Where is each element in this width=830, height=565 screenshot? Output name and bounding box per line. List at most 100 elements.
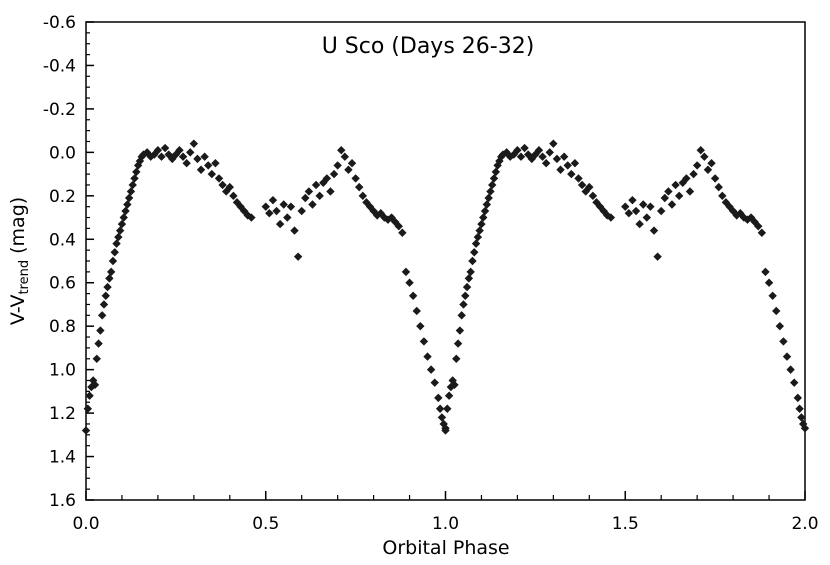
data-point (443, 404, 452, 413)
data-point (435, 404, 445, 413)
data-point (479, 213, 488, 222)
data-point (193, 154, 202, 164)
data-point (261, 202, 270, 211)
data-point (130, 174, 139, 183)
data-point (115, 226, 125, 235)
y-axis-title-subscript: trend (17, 260, 32, 295)
data-point (685, 187, 695, 196)
data-point (304, 187, 314, 196)
data-point (132, 167, 141, 177)
data-point (99, 300, 109, 309)
data-point (225, 182, 234, 192)
y-tick-label: 1.0 (49, 361, 76, 381)
data-point (301, 193, 310, 203)
data-point (272, 206, 281, 216)
data-point (340, 152, 350, 161)
data-point (790, 378, 799, 387)
data-point (229, 191, 238, 201)
data-point (506, 152, 515, 161)
data-point (559, 152, 569, 161)
data-point (714, 182, 723, 192)
y-axis-title-suffix: (mag) (7, 197, 29, 260)
data-point (534, 145, 544, 155)
data-point (268, 195, 278, 205)
data-point (491, 167, 501, 177)
data-point (178, 152, 188, 161)
data-point (204, 161, 213, 170)
data-point (471, 239, 481, 248)
data-point (311, 180, 321, 190)
x-tick-label: 2.0 (791, 514, 818, 534)
x-tick-label: 0.0 (72, 514, 99, 534)
data-point (671, 180, 680, 190)
data-point (457, 311, 466, 320)
data-point (710, 174, 720, 183)
data-point (779, 337, 788, 346)
data-point (293, 252, 303, 261)
data-point (703, 165, 713, 174)
y-tick-label: 0.8 (49, 317, 76, 337)
data-point (297, 206, 306, 216)
y-tick-label: 0.2 (49, 187, 76, 207)
data-point (322, 174, 332, 183)
x-tick-label: 1.5 (612, 514, 639, 534)
y-tick-label: 1.2 (49, 404, 76, 424)
data-point (772, 306, 781, 316)
data-point (480, 206, 490, 216)
data-point (401, 267, 411, 277)
data-point (718, 191, 727, 201)
data-point (286, 202, 296, 211)
data-point (441, 426, 450, 435)
data-point (541, 159, 551, 168)
data-point (700, 152, 709, 161)
data-point (196, 165, 206, 174)
data-point (682, 174, 691, 183)
data-point (160, 143, 170, 153)
data-point (394, 222, 403, 231)
data-point (624, 209, 634, 218)
data-point (657, 206, 666, 216)
data-point (486, 187, 495, 196)
y-tick-label: 0.0 (49, 143, 76, 163)
y-tick-label: -0.6 (43, 13, 76, 33)
data-point (459, 300, 468, 309)
data-point (475, 226, 484, 235)
data-point (577, 180, 587, 190)
data-point (114, 232, 123, 242)
data-point (279, 200, 288, 209)
data-point (520, 143, 529, 153)
data-point (211, 159, 220, 168)
data-point (81, 426, 91, 435)
data-point (101, 291, 110, 300)
data-point (128, 180, 137, 190)
data-point (461, 291, 470, 300)
data-point (157, 152, 166, 161)
data-point (621, 202, 630, 211)
y-tick-label: 1.6 (49, 491, 76, 511)
data-point (468, 256, 477, 266)
data-point (214, 174, 224, 183)
x-axis: 0.0 0.5 1.0 1.5 2.0 (72, 491, 819, 534)
data-point (570, 159, 580, 168)
y-tick-label: 0.4 (49, 230, 76, 250)
data-point (754, 222, 763, 231)
data-point (477, 219, 486, 229)
data-point (674, 191, 684, 201)
x-axis-title: Orbital Phase (382, 537, 509, 559)
data-point (308, 200, 317, 209)
data-point (746, 213, 756, 222)
data-point (455, 326, 465, 335)
data-point (344, 165, 353, 174)
data-point (358, 191, 368, 201)
data-point (423, 352, 432, 361)
data-point (207, 169, 217, 179)
data-point (588, 191, 598, 201)
data-point (85, 391, 94, 400)
data-point (549, 139, 558, 148)
data-point (523, 150, 533, 159)
data-point (470, 248, 479, 257)
data-point (631, 206, 641, 216)
data-point (333, 161, 342, 170)
data-point (660, 193, 669, 203)
